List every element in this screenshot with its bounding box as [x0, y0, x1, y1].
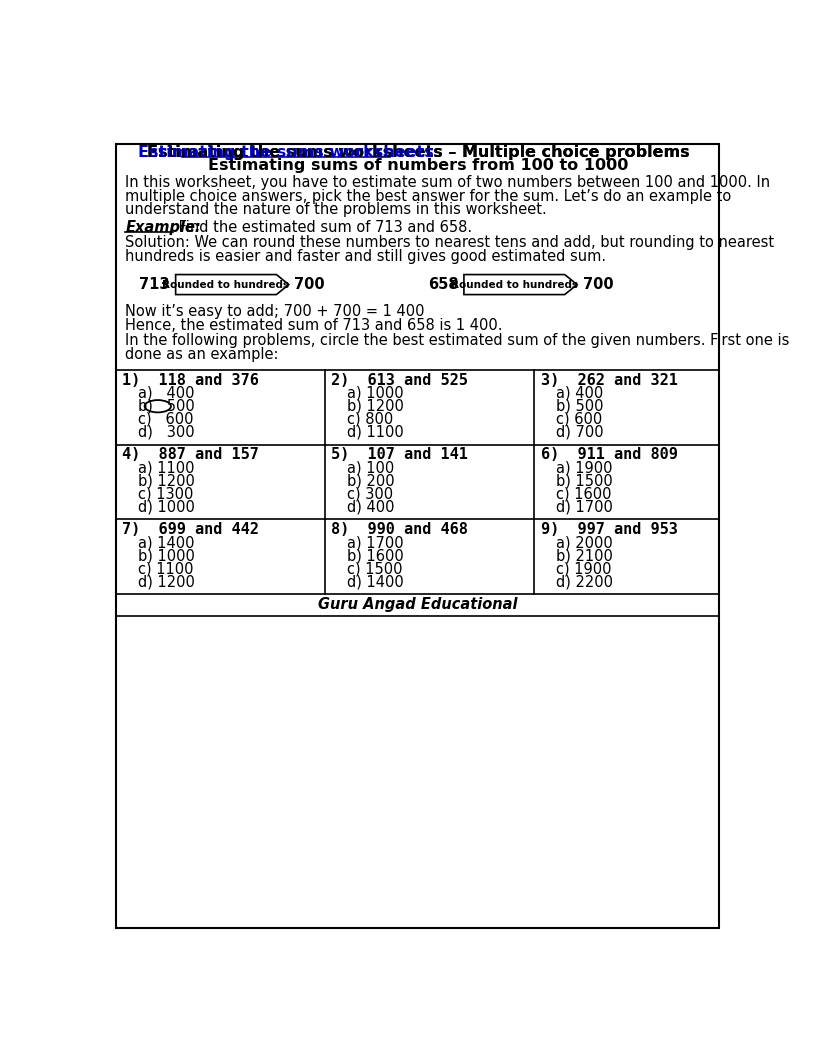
Text: Estimating sums of numbers from 100 to 1000: Estimating sums of numbers from 100 to 1…	[208, 158, 628, 173]
Text: Estimating the sums worksheets: Estimating the sums worksheets	[138, 145, 433, 159]
Text: 700: 700	[583, 277, 614, 293]
Text: 9)  997 and 953: 9) 997 and 953	[541, 522, 677, 536]
Text: c)   600: c) 600	[138, 412, 193, 427]
Polygon shape	[464, 275, 577, 295]
Text: 700: 700	[295, 277, 325, 293]
Text: b) 500: b) 500	[557, 399, 604, 414]
Text: 6)  911 and 809: 6) 911 and 809	[541, 448, 677, 463]
Text: d)   300: d) 300	[138, 425, 194, 440]
Text: d) 1700: d) 1700	[557, 499, 613, 514]
Text: Hence, the estimated sum of 713 and 658 is 1 400.: Hence, the estimated sum of 713 and 658 …	[125, 318, 503, 333]
Text: b) 1500: b) 1500	[557, 473, 613, 489]
Text: d) 700: d) 700	[557, 425, 604, 440]
Text: Estimating the sums worksheets – Multiple choice problems: Estimating the sums worksheets – Multipl…	[147, 145, 690, 159]
Text: a) 1900: a) 1900	[557, 460, 613, 475]
Text: d) 1200: d) 1200	[138, 574, 194, 589]
Text: done as an example:: done as an example:	[125, 347, 279, 362]
Text: b) 1200: b) 1200	[138, 473, 194, 489]
Text: 3)  262 and 321: 3) 262 and 321	[541, 373, 677, 388]
Text: 8)  990 and 468: 8) 990 and 468	[331, 522, 468, 536]
Text: c) 1600: c) 1600	[557, 487, 612, 502]
Text: 5)  107 and 141: 5) 107 and 141	[331, 448, 468, 463]
Text: b)   500: b) 500	[138, 399, 194, 414]
Text: 7)  699 and 442: 7) 699 and 442	[122, 522, 259, 536]
Text: c) 800: c) 800	[347, 412, 393, 427]
Text: b) 1000: b) 1000	[138, 548, 194, 563]
Text: In this worksheet, you have to estimate sum of two numbers between 100 and 1000.: In this worksheet, you have to estimate …	[125, 174, 770, 190]
Text: c) 1500: c) 1500	[347, 561, 402, 577]
Text: c) 300: c) 300	[347, 487, 393, 502]
Text: 1)  118 and 376: 1) 118 and 376	[122, 373, 259, 388]
Text: d) 400: d) 400	[347, 499, 394, 514]
Text: a) 1700: a) 1700	[347, 535, 404, 550]
Text: understand the nature of the problems in this worksheet.: understand the nature of the problems in…	[125, 203, 547, 218]
Text: a)   400: a) 400	[138, 385, 194, 400]
Text: hundreds is easier and faster and still gives good estimated sum.: hundreds is easier and faster and still …	[125, 249, 606, 264]
Polygon shape	[175, 275, 289, 295]
Text: b) 1600: b) 1600	[347, 548, 404, 563]
Text: d) 1400: d) 1400	[347, 574, 404, 589]
Text: a) 100: a) 100	[347, 460, 394, 475]
Text: c) 1900: c) 1900	[557, 561, 612, 577]
Text: Solution: We can round these numbers to nearest tens and add, but rounding to ne: Solution: We can round these numbers to …	[125, 235, 774, 250]
Text: d) 1000: d) 1000	[138, 499, 194, 514]
Text: d) 1100: d) 1100	[347, 425, 404, 440]
Text: 658: 658	[428, 277, 459, 293]
Text: Now it’s easy to add; 700 + 700 = 1 400: Now it’s easy to add; 700 + 700 = 1 400	[125, 304, 425, 319]
Text: c) 600: c) 600	[557, 412, 602, 427]
Text: Guru Angad Educational: Guru Angad Educational	[318, 598, 518, 612]
Text: b) 2100: b) 2100	[557, 548, 613, 563]
Text: In the following problems, circle the best estimated sum of the given numbers. F: In the following problems, circle the be…	[125, 334, 790, 348]
Text: b) 200: b) 200	[347, 473, 394, 489]
Text: c) 1100: c) 1100	[138, 561, 193, 577]
Text: a) 400: a) 400	[557, 385, 603, 400]
Text: a) 2000: a) 2000	[557, 535, 613, 550]
Text: Rounded to hundreds: Rounded to hundreds	[162, 280, 290, 289]
Text: Estimating the sums worksheets – Multiple choice problems: Estimating the sums worksheets – Multipl…	[147, 145, 690, 159]
Text: a) 1100: a) 1100	[138, 460, 194, 475]
Text: d) 2200: d) 2200	[557, 574, 613, 589]
Text: 713: 713	[140, 277, 170, 293]
Text: a) 1000: a) 1000	[347, 385, 404, 400]
Text: multiple choice answers, pick the best answer for the sum. Let’s do an example t: multiple choice answers, pick the best a…	[125, 189, 731, 204]
Text: Find the estimated sum of 713 and 658.: Find the estimated sum of 713 and 658.	[174, 220, 472, 235]
Text: 4)  887 and 157: 4) 887 and 157	[122, 448, 259, 463]
Text: Example:: Example:	[125, 220, 201, 235]
Text: 2)  613 and 525: 2) 613 and 525	[331, 373, 468, 388]
Text: a) 1400: a) 1400	[138, 535, 194, 550]
Text: b) 1200: b) 1200	[347, 399, 404, 414]
Text: Rounded to hundreds: Rounded to hundreds	[450, 280, 578, 289]
Text: c) 1300: c) 1300	[138, 487, 193, 502]
